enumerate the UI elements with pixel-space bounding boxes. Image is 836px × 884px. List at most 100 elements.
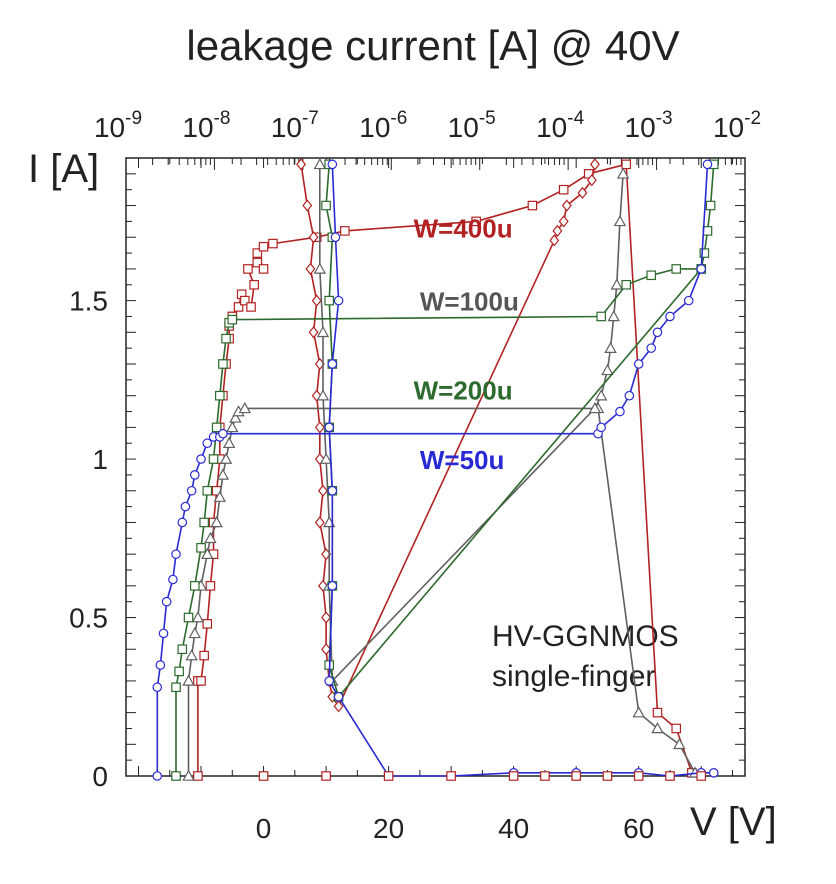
series-w100u-tlp-point: [222, 436, 236, 449]
series-w50u-leakage-point: [327, 359, 338, 369]
series-w200u-tlp-line: [175, 268, 702, 776]
top-axis-tick-label: 10-5: [448, 108, 496, 143]
series-w100u-leakage-point: [313, 262, 327, 274]
y-tick-label: 0.5: [69, 603, 108, 634]
series-w400u-tlp-point: [199, 650, 209, 661]
top-axis-tick-exponent: -8: [214, 108, 231, 129]
series-w50u-tlp-point: [683, 295, 694, 306]
series-w50u-tlp-point: [218, 428, 228, 439]
series-w50u-leakage-point: [327, 159, 338, 170]
series-w100u-tlp-point: [188, 626, 201, 639]
series-w100u-tlp-point: [651, 722, 664, 734]
series-w200u-tlp-point: [646, 270, 657, 281]
series-w400u-tlp-point: [671, 723, 682, 734]
series-w400u-leakage-point: [296, 158, 307, 171]
series-w50u-tlp-point: [652, 327, 663, 338]
series-w400u-tlp-point: [233, 302, 244, 312]
series-w400u-tlp-point: [252, 257, 263, 268]
series-w200u-tlp-point: [177, 644, 188, 655]
top-axis-tick-label: 10-8: [182, 108, 230, 143]
series-w400u-tlp-point: [205, 581, 216, 591]
series-w400u-leakage-point: [317, 579, 328, 593]
series-w400u-leakage-point: [558, 215, 569, 228]
series-w400u-tlp-point: [471, 216, 481, 227]
series-w400u-tlp-point: [527, 200, 538, 211]
series-w50u-tlp-point: [665, 311, 675, 322]
series-w100u-tlp-point: [213, 490, 227, 502]
top-axis-tick-base: 10: [182, 112, 213, 143]
series-w400u-tlp-point: [652, 707, 663, 718]
x-axis-label: V [V]: [690, 800, 777, 844]
baseline-point: [696, 771, 707, 781]
series-w100u-tlp-point: [238, 401, 252, 414]
series-w100u-tlp-point: [210, 516, 223, 528]
series-w200u-tlp-point: [171, 771, 181, 781]
series-w400u-leakage-point: [321, 611, 332, 624]
series-w200u-tlp-point: [596, 311, 606, 322]
series-w400u-leakage-point: [311, 294, 322, 307]
series-w50u-tlp-point: [202, 438, 213, 449]
series-w400u-leakage-point: [561, 199, 572, 212]
series-w50u-tlp-point: [171, 549, 181, 559]
top-axis-tick-label: 10-2: [713, 108, 761, 143]
top-axis-tick-label: 10-7: [271, 108, 319, 143]
series-w50u-tlp-point: [177, 517, 188, 528]
series-w400u-tlp-point: [621, 159, 632, 170]
series-w200u-tlp-point: [199, 517, 209, 528]
top-axis-tick-exponent: -4: [567, 108, 584, 129]
top-axis-tick-base: 10: [94, 112, 125, 143]
series-w50u-tlp-point: [180, 501, 191, 512]
series-w100u-tlp-point: [201, 547, 214, 559]
y-axis-label: I [A]: [28, 147, 99, 191]
y-tick-label: 1: [92, 444, 108, 475]
series-w400u-tlp-point: [202, 619, 213, 629]
series-w400u-leakage-point: [549, 234, 560, 247]
top-axis-tick-label: 10-6: [359, 108, 407, 143]
series-w200u-leakage-point: [321, 200, 331, 211]
baseline-point: [383, 771, 394, 781]
series-w100u-tlp-point: [673, 737, 686, 750]
series-w100u-leakage-point: [610, 278, 624, 290]
series-w100u-leakage-point: [601, 363, 614, 376]
top-axis-tick-base: 10: [625, 112, 656, 143]
series-w200u-tlp-point: [208, 454, 219, 464]
series-w400u-tlp-point: [268, 238, 278, 249]
top-axis-tick-exponent: -5: [479, 108, 496, 129]
series-label: W=200u: [414, 375, 513, 405]
top-axis-tick-exponent: -7: [302, 108, 319, 129]
series-w400u-tlp-point: [258, 264, 269, 274]
series-w400u-tlp-point: [258, 241, 269, 252]
series-w200u-tlp-point: [221, 333, 231, 344]
top-axis-tick-base: 10: [448, 112, 479, 143]
series-w200u-tlp-point: [214, 390, 225, 401]
top-axis-tick-exponent: -3: [656, 108, 673, 129]
baseline-point: [508, 771, 519, 781]
baseline-point: [446, 771, 456, 781]
series-w400u-leakage-point: [552, 224, 563, 238]
series-w50u-leakage-point: [330, 232, 341, 243]
series-w200u-tlp-point: [202, 485, 213, 496]
series-w50u-tlp-point: [189, 470, 200, 480]
top-axis-tick-label: 10-9: [94, 108, 142, 143]
y-tick-label: 0: [92, 761, 108, 792]
top-axis-tick-base: 10: [536, 112, 567, 143]
series-w200u-tlp-point: [218, 359, 228, 369]
series-w50u-leakage-point: [333, 691, 344, 702]
series-w200u-tlp-point: [183, 612, 194, 623]
x-tick-label: 40: [498, 813, 529, 844]
annotation-line-1: HV-GGNMOS: [492, 620, 679, 653]
top-axis-tick-label: 10-3: [625, 108, 673, 143]
series-w100u-leakage-point: [316, 389, 330, 401]
series-w100u-tlp-point: [219, 452, 233, 464]
series-w100u-tlp-point: [226, 420, 239, 433]
y-tick-label: 1.5: [69, 286, 108, 317]
series-w400u-leakage-point: [586, 174, 597, 187]
series-w400u-tlp-point: [558, 184, 569, 195]
series-label: W=100u: [420, 287, 519, 317]
series-w50u-tlp-point: [196, 454, 206, 464]
series-w50u-leakage-point: [333, 295, 344, 306]
series-w400u-tlp-point: [239, 295, 250, 306]
x-tick-label: 60: [623, 813, 654, 844]
series-w400u-leakage-point: [314, 421, 325, 434]
series-w400u-leakage-point: [308, 326, 319, 339]
